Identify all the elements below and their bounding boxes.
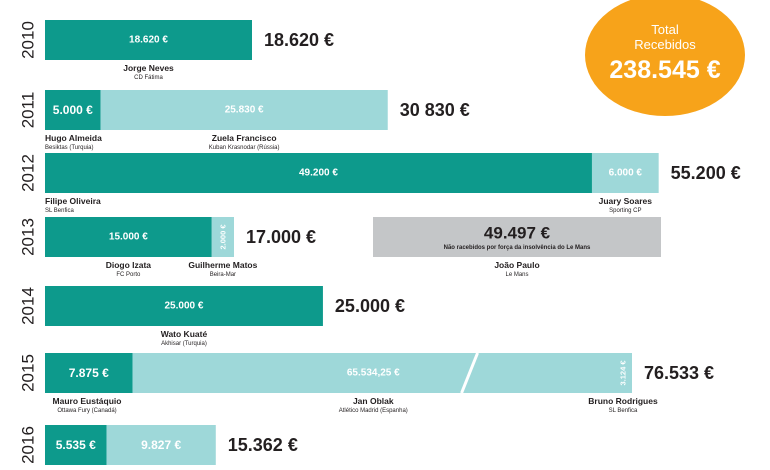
bar-segment-2015-1: [45, 353, 133, 393]
player-name-2013-2: Guilherme Matos: [188, 260, 257, 270]
player-name-2015-1: Mauro Eustáquio: [53, 396, 122, 406]
row-total-label-2016: 15.362 €: [228, 435, 298, 455]
bar-segment-2013-1: [45, 217, 212, 257]
player-club-2013-unpaid: Le Mans: [505, 272, 528, 278]
player-club-2015-1: Ottawa Fury (Canadá): [57, 408, 116, 414]
axis-break-mark-2015: [460, 352, 479, 394]
bar-segment-2016-1: [45, 425, 107, 465]
player-name-2011-1: Hugo Almeida: [45, 133, 102, 143]
player-club-2015-2: Atlético Madrid (Espanha): [339, 408, 408, 414]
bar-segment-2011-1: [45, 90, 101, 130]
row-total-label-2015: 76.533 €: [644, 363, 714, 383]
bar-value-label-2011-2: 25.830 €: [225, 105, 264, 116]
player-name-2011-2: Zuela Francisco: [212, 133, 277, 143]
year-label-2014: 2014: [19, 287, 38, 325]
bar-value-label-2012-2: 6.000 €: [609, 168, 643, 179]
bar-segment-2015-3: [614, 353, 632, 393]
bar-value-label-2015-2: 65.534,25 €: [347, 368, 400, 379]
player-name-2012-1: Filipe Oliveira: [45, 196, 101, 206]
bar-value-label-2012-1: 49.200 €: [299, 168, 338, 179]
player-name-2013-1: Diogo Izata: [106, 260, 152, 270]
player-name-2013-unpaid: João Paulo: [494, 260, 539, 270]
player-name-2010-1: Jorge Neves: [123, 63, 174, 73]
bar-value-label-2014-1: 25.000 €: [164, 301, 203, 312]
total-label-line1: Total: [651, 22, 679, 37]
total-label-line2: Recebidos: [634, 37, 696, 52]
unpaid-note-2013: Não racebidos por força da insolvência d…: [444, 245, 591, 251]
year-label-2010: 2010: [19, 21, 38, 59]
total-received-badge: Total Recebidos 238.545 €: [585, 0, 745, 116]
bar-segment-2012-2: [591, 153, 659, 193]
player-name-2012-2: Juary Soares: [599, 196, 653, 206]
total-received-value: 238.545 €: [609, 56, 721, 84]
year-label-2015: 2015: [19, 354, 38, 392]
player-club-2014-1: Akhisar (Turquia): [161, 341, 207, 347]
bar-segment-2013-2: [211, 217, 234, 257]
bar-value-label-2015-1: 7.875 €: [69, 366, 109, 380]
player-name-2015-3: Bruno Rodrigues: [588, 396, 658, 406]
year-label-2011: 2011: [19, 92, 38, 129]
row-total-label-2011: 30 830 €: [400, 100, 470, 120]
player-name-2014-1: Wato Kuaté: [161, 329, 208, 339]
player-club-2015-3: SL Benfica: [609, 408, 638, 414]
bar-value-label-2011-1: 5.000 €: [53, 103, 93, 117]
bar-segment-2014-1: [45, 286, 323, 326]
bar-value-label-2015-3: 3.124 €: [619, 360, 628, 386]
year-label-2016: 2016: [19, 426, 38, 464]
player-club-2012-1: SL Benfica: [45, 208, 74, 214]
row-total-label-2012: 55.200 €: [671, 163, 741, 183]
bar-value-label-2016-2: 9.827 €: [141, 438, 181, 452]
year-label-2013: 2013: [19, 218, 38, 256]
total-received-label: Total Recebidos: [585, 22, 745, 52]
bar-value-label-2016-1: 5.535 €: [56, 438, 96, 452]
player-club-2012-2: Sporting CP: [609, 208, 641, 214]
unpaid-bar-2013: [373, 217, 661, 257]
bar-segment-2012-1: [45, 153, 592, 193]
bar-segment-2015-2: [132, 353, 614, 393]
bar-segment-2010-1: [45, 20, 252, 60]
row-total-label-2010: 18.620 €: [264, 30, 334, 50]
bar-value-label-2013-1: 15.000 €: [109, 232, 148, 243]
player-club-2013-1: FC Porto: [116, 272, 141, 278]
bar-segment-2011-2: [100, 90, 388, 130]
bar-segment-2016-2: [106, 425, 216, 465]
row-total-label-2013: 17.000 €: [246, 227, 316, 247]
player-club-2011-2: Kuban Krasnodar (Rússia): [209, 145, 280, 151]
player-club-2011-1: Besiktas (Turquia): [45, 145, 93, 151]
unpaid-value-label-2013: 49.497 €: [484, 224, 551, 243]
player-club-2010-1: CD Fátima: [134, 75, 163, 81]
bar-value-label-2010-1: 18.620 €: [129, 35, 168, 46]
bar-value-label-2013-2: 2.000 €: [218, 224, 227, 250]
player-name-2015-2: Jan Oblak: [353, 396, 394, 406]
player-club-2013-2: Beira-Mar: [210, 272, 236, 278]
row-total-label-2014: 25.000 €: [335, 296, 405, 316]
year-label-2012: 2012: [19, 154, 38, 192]
